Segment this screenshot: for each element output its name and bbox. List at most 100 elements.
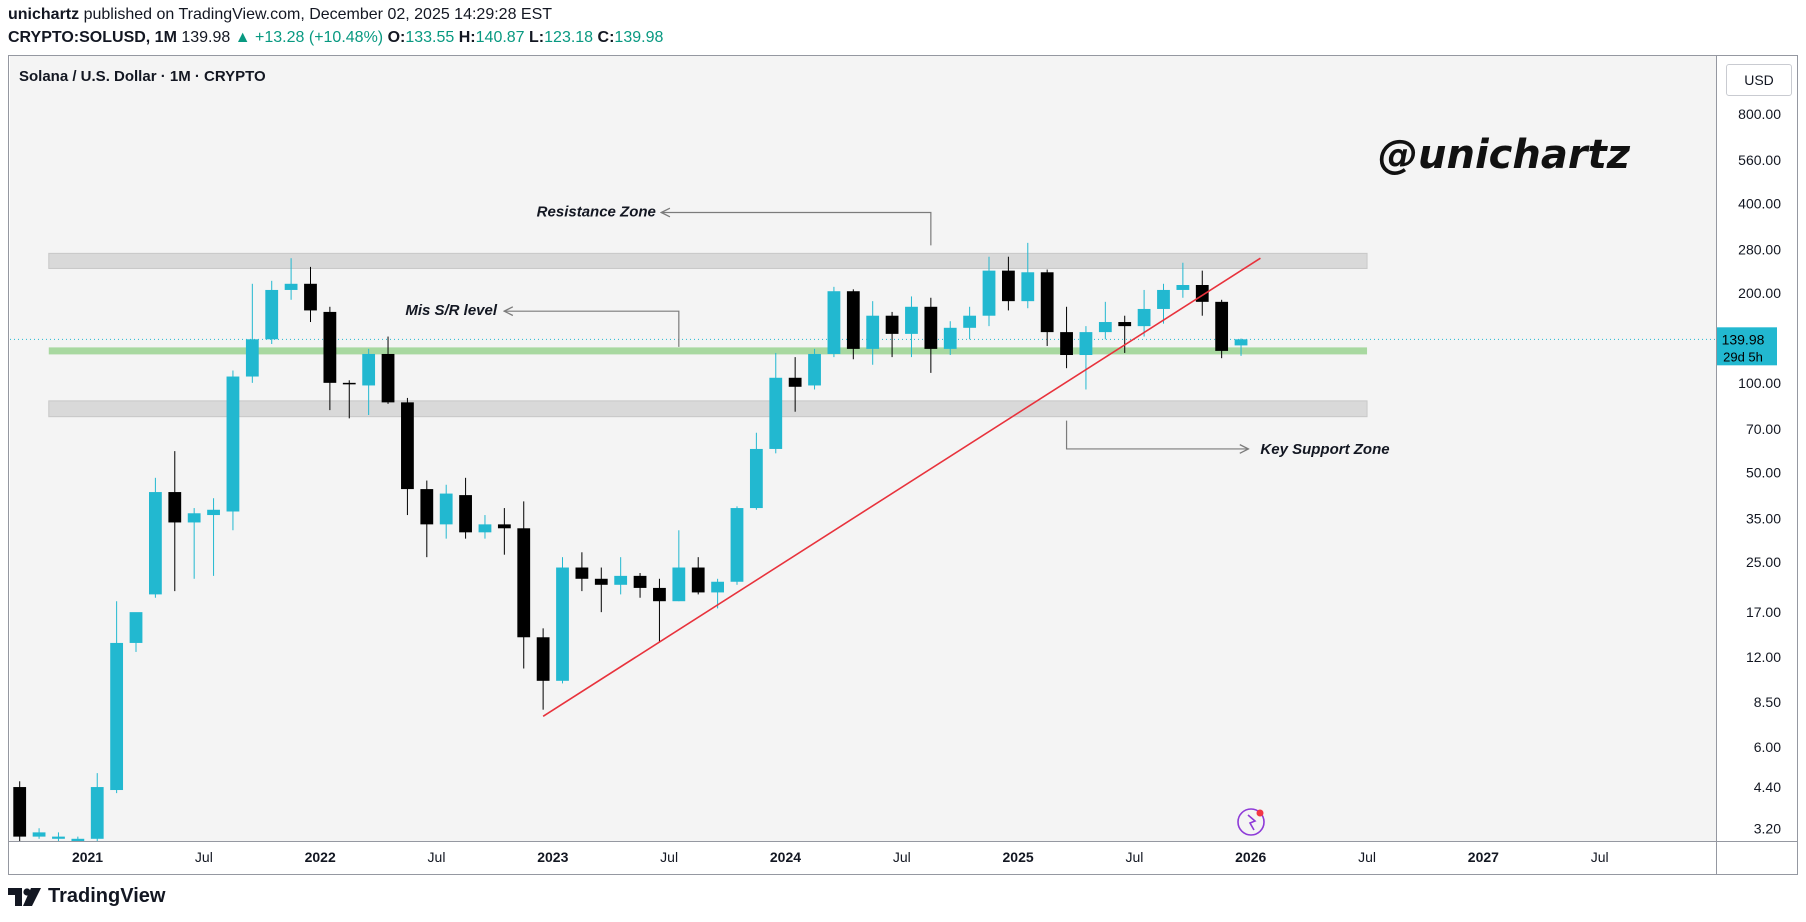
y-tick-label: 25.00 — [1746, 554, 1781, 570]
candle-body — [963, 315, 977, 328]
x-tick-label: Jul — [1591, 849, 1609, 865]
published-text: published on TradingView.com, December 0… — [83, 6, 553, 23]
candle-body — [788, 377, 802, 387]
candle-body — [1040, 272, 1054, 333]
currency-button[interactable]: USD — [1726, 64, 1792, 96]
candle-body — [129, 612, 143, 643]
candle-body — [207, 509, 220, 516]
key-support-zone — [48, 400, 1368, 418]
candle-body — [342, 382, 356, 385]
sr-level-line — [48, 347, 1368, 355]
y-tick-label: 4.40 — [1754, 779, 1781, 795]
candle-body — [1215, 301, 1229, 351]
candle-body — [943, 327, 957, 349]
resistance-zone-label: Resistance Zone — [537, 203, 656, 220]
chart-legend[interactable]: Solana / U.S. Dollar · 1M · CRYPTO — [19, 68, 266, 85]
candle-body — [672, 567, 686, 602]
x-tick-label: 2027 — [1468, 849, 1499, 865]
candle-body — [808, 353, 821, 386]
ohlc-bar: CRYPTO:SOLUSD, 1M 139.98 ▲ +13.28 (+10.4… — [8, 29, 663, 47]
candle-body — [13, 787, 27, 837]
current-price-value: 139.98 — [1722, 331, 1765, 347]
candle-body — [401, 402, 414, 490]
high-label: H: — [458, 29, 476, 46]
candle-body — [924, 306, 938, 349]
candle-body — [730, 508, 744, 582]
candle-body — [556, 567, 569, 681]
tradingview-brand: TradingView — [48, 885, 166, 907]
candle-body — [517, 528, 531, 638]
x-tick-label: Jul — [660, 849, 678, 865]
x-tick-label: 2022 — [305, 849, 336, 865]
candle-body — [1118, 322, 1132, 327]
candle-body — [90, 787, 104, 839]
author-name[interactable]: unichartz — [8, 6, 80, 23]
countdown-label: 29d 5h — [1723, 349, 1763, 364]
candle-body — [226, 376, 240, 512]
price-axis-divider — [1716, 56, 1717, 874]
price-change: ▲ +13.28 (+10.48%) — [234, 29, 384, 46]
x-tick-label: 2021 — [72, 849, 103, 865]
flash-icon — [1237, 808, 1265, 836]
candle-body — [575, 567, 589, 579]
candle-body — [32, 832, 46, 837]
candle-body — [1176, 284, 1190, 290]
candle-body — [1137, 308, 1151, 327]
x-tick-label: Jul — [428, 849, 446, 865]
plot-layer — [10, 242, 1716, 841]
open-value: 133.55 — [405, 29, 455, 46]
candle-body — [536, 637, 550, 681]
flash-icon-bolt — [1247, 814, 1257, 831]
last-price: 139.98 — [181, 29, 231, 46]
candle-body — [245, 339, 259, 377]
candle-body — [905, 306, 918, 334]
support-arrow — [1065, 420, 1249, 449]
high-value: 140.87 — [475, 29, 525, 46]
sr-arrow — [504, 311, 680, 347]
y-tick-label: 8.50 — [1754, 694, 1781, 710]
candle-body — [614, 575, 628, 585]
candle-body — [110, 642, 124, 791]
close-label: C: — [597, 29, 615, 46]
watermark: @unichartz — [1378, 132, 1631, 178]
candle-body — [1060, 332, 1073, 356]
candle-body — [691, 567, 705, 593]
y-tick-label: 12.00 — [1746, 649, 1781, 665]
candle-body — [982, 270, 996, 316]
y-tick-label: 800.00 — [1738, 106, 1781, 122]
x-tick-label: 2026 — [1235, 849, 1266, 865]
x-tick-label: Jul — [195, 849, 213, 865]
low-value: 123.18 — [544, 29, 594, 46]
low-label: L: — [529, 29, 545, 46]
candle-body — [1021, 272, 1035, 302]
candle-body — [52, 836, 65, 839]
x-tick-label: Jul — [1125, 849, 1143, 865]
y-tick-label: 6.00 — [1754, 739, 1781, 755]
candle-body — [866, 315, 880, 349]
candle-body — [265, 289, 279, 340]
plot-area[interactable] — [10, 56, 1716, 841]
symbol-label: CRYPTO:SOLUSD, 1M — [8, 29, 177, 46]
candle-body — [304, 283, 317, 311]
candle-body — [749, 448, 763, 509]
candle-body — [323, 311, 337, 383]
candle-body — [420, 489, 434, 525]
x-tick-label: 2023 — [537, 849, 568, 865]
flash-icon-dot — [1256, 809, 1264, 817]
candle-body — [1002, 270, 1015, 302]
candle-body — [711, 581, 724, 593]
tradingview-logo-icon — [8, 887, 41, 906]
candle-body — [1157, 289, 1170, 309]
candle-body — [284, 283, 298, 290]
y-tick-label: 400.00 — [1738, 195, 1781, 211]
x-tick-label: Jul — [1358, 849, 1376, 865]
time-axis-divider — [9, 841, 1797, 842]
candle-body — [769, 377, 783, 449]
candle-body — [381, 353, 395, 403]
x-tick-label: 2024 — [770, 849, 801, 865]
candle-body — [439, 493, 453, 525]
y-tick-label: 35.00 — [1746, 511, 1781, 527]
tradingview-logo[interactable]: TradingView — [8, 885, 165, 908]
y-tick-label: 70.00 — [1746, 421, 1781, 437]
